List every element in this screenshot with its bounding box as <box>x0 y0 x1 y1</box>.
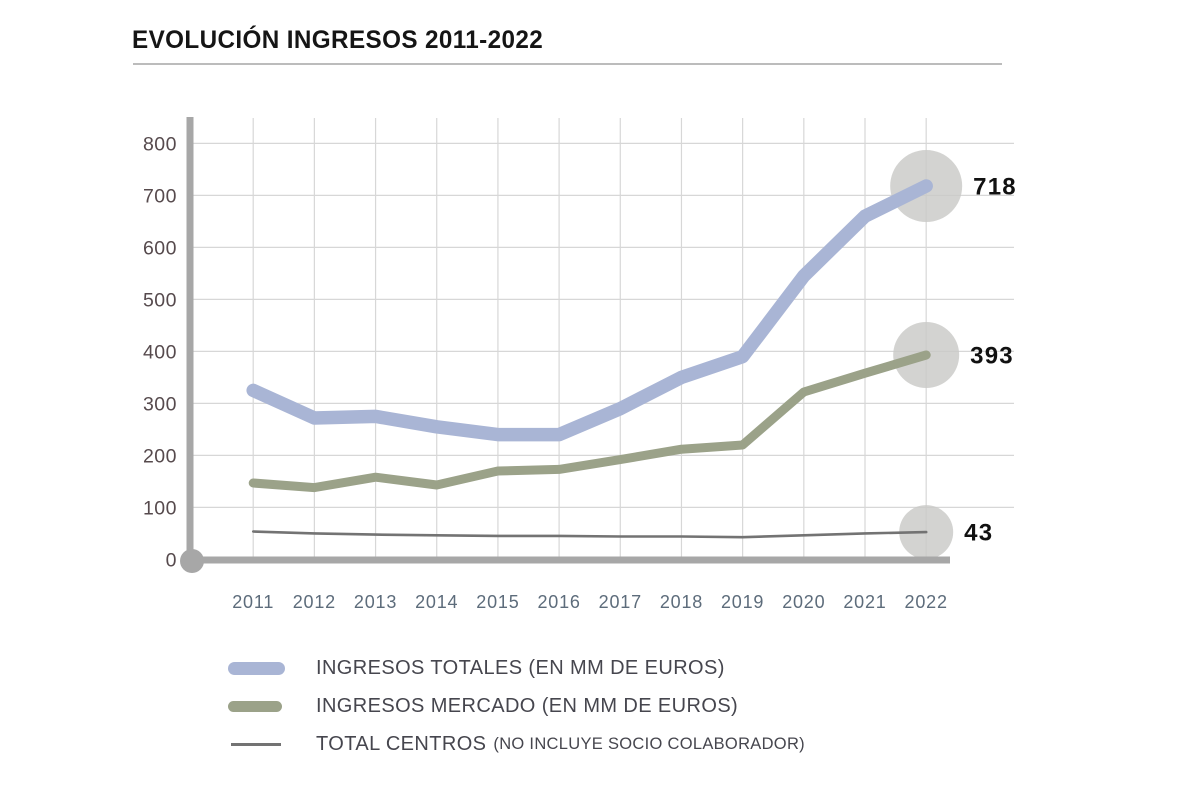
x-tick-label-2015: 2015 <box>476 592 519 612</box>
title-underline <box>133 63 1002 65</box>
axes <box>180 117 950 573</box>
legend-item-total-centros: TOTAL CENTROS (NO INCLUYE SOCIO COLABORA… <box>228 725 805 763</box>
legend-swatch-wrap <box>228 742 316 746</box>
x-tick-label-2020: 2020 <box>782 592 825 612</box>
x-tick-label-2017: 2017 <box>599 592 642 612</box>
x-tick-label-2021: 2021 <box>843 592 886 612</box>
legend-sublabel-total-centros: (NO INCLUYE SOCIO COLABORADOR) <box>493 734 805 753</box>
y-tick-label-500: 500 <box>143 289 177 311</box>
y-tick-label-100: 100 <box>143 497 177 519</box>
legend-item-ingresos-mercado: INGRESOS MERCADO (EN MM DE EUROS) <box>228 687 805 725</box>
x-tick-label-2016: 2016 <box>537 592 580 612</box>
x-tick-label-2013: 2013 <box>354 592 397 612</box>
total-centros-swatch <box>231 742 281 746</box>
y-tick-label-300: 300 <box>143 393 177 415</box>
ingresos_totales-line <box>246 179 933 442</box>
y-tick-label-800: 800 <box>143 133 177 155</box>
legend-label-ingresos-mercado: INGRESOS MERCADO (EN MM DE EUROS) <box>316 694 739 717</box>
x-axis-labels: 2011 2012 2013 2014 2015 2016 2017 2018 2019 2020… <box>232 592 948 612</box>
x-tick-label-2019: 2019 <box>721 592 764 612</box>
y-tick-label-600: 600 <box>143 237 177 259</box>
legend-label-ingresos-totales: INGRESOS TOTALES (EN MM DE EUROS) <box>316 656 725 679</box>
legend-swatch-wrap <box>228 661 316 675</box>
x-tick-label-2014: 2014 <box>415 592 458 612</box>
y-tick-label-700: 700 <box>143 185 177 207</box>
chart-title: EVOLUCIÓN INGRESOS 2011-2022 <box>132 26 544 54</box>
y-tick-label-0: 0 <box>166 549 177 571</box>
y-tick-label-200: 200 <box>143 445 177 467</box>
ingresos_mercado-line <box>248 350 931 493</box>
total_centros-line <box>251 530 928 539</box>
ingresos-totales-swatch <box>228 661 285 675</box>
x-tick-label-2012: 2012 <box>293 592 336 612</box>
x-tick-label-2018: 2018 <box>660 592 703 612</box>
ingresos_totales-end-value-label: 718 <box>973 174 1017 201</box>
ingresos-mercado-swatch <box>228 700 282 712</box>
end-value-labels: 718 393 43 <box>964 174 1017 547</box>
origin-dot <box>180 549 204 573</box>
legend-swatch-wrap <box>228 700 316 712</box>
x-tick-label-2022: 2022 <box>905 592 948 612</box>
y-tick-label-400: 400 <box>143 341 177 363</box>
y-axis-labels: 0 100 200 300 400 500 600 700 800 <box>143 133 177 571</box>
legend-item-ingresos-totales: INGRESOS TOTALES (EN MM DE EUROS) <box>228 649 805 687</box>
total_centros-end-value-label: 43 <box>964 520 993 547</box>
legend-label-total-centros: TOTAL CENTROS <box>316 732 487 755</box>
chart-legend: INGRESOS TOTALES (EN MM DE EUROS) INGRES… <box>228 649 805 763</box>
x-tick-label-2011: 2011 <box>232 592 274 612</box>
ingresos_mercado-end-value-label: 393 <box>970 343 1014 370</box>
